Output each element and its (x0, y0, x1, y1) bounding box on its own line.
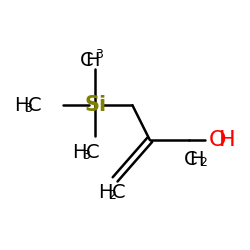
Text: H: H (98, 183, 112, 202)
Text: C: C (80, 51, 94, 70)
Text: Si: Si (84, 95, 106, 115)
Text: H: H (189, 150, 204, 169)
Text: 3: 3 (95, 48, 103, 60)
Text: C: C (86, 143, 100, 162)
Text: C: C (112, 183, 126, 202)
Text: H: H (14, 96, 28, 115)
Text: H: H (86, 51, 100, 70)
Text: 2: 2 (108, 190, 116, 202)
Text: O: O (209, 130, 226, 150)
Text: H: H (72, 143, 86, 162)
Text: C: C (28, 96, 42, 115)
Text: 3: 3 (82, 150, 90, 162)
Text: C: C (184, 150, 198, 169)
Text: 3: 3 (24, 102, 32, 116)
Text: 2: 2 (199, 156, 207, 169)
Text: H: H (219, 130, 236, 150)
